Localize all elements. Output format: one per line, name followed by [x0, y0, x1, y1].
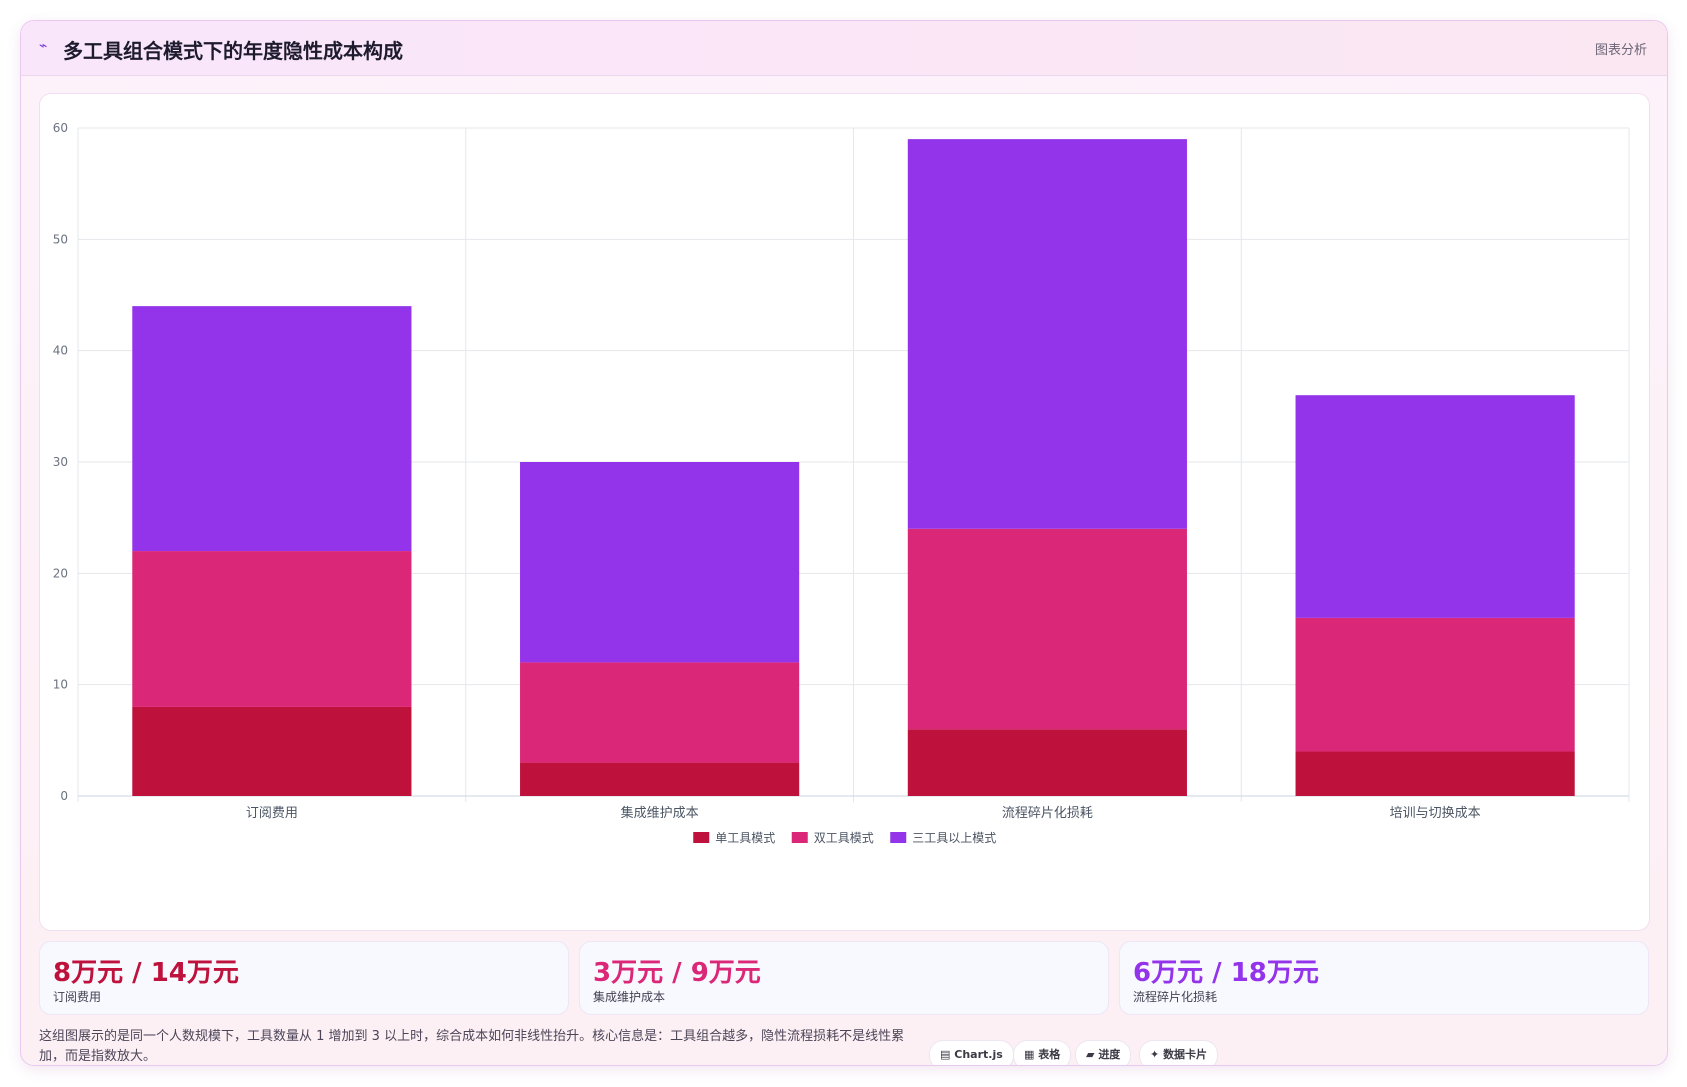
x-category-label: 培训与切换成本 — [1390, 805, 1481, 821]
stat-label: 集成维护成本 — [593, 990, 666, 1004]
chart-panel: 0 10 20 30 40 50 60 订阅费用 集成维护成本 流程碎片化损耗 培训与切换成本单工具… — [39, 93, 1650, 931]
stat-value: 3万元 / 9万元 — [593, 958, 761, 988]
y-tick-label: 30 — [53, 455, 68, 469]
card-header: ⌁ 多工具组合模式下的年度隐性成本构成 图表分析 — [21, 21, 1667, 76]
legend-swatch — [890, 832, 907, 843]
legend-swatch — [693, 832, 710, 843]
bar-segment — [907, 729, 1187, 796]
chip-label: 数据卡片 — [1163, 1048, 1208, 1061]
y-tick-label: 40 — [53, 344, 68, 358]
bar-segment — [132, 306, 412, 552]
chip-table[interactable]: ▦ 表格 — [1013, 1040, 1072, 1065]
stat-value: 6万元 / 18万元 — [1133, 958, 1319, 988]
table-icon: ▦ — [1024, 1048, 1035, 1061]
stat-card-fragmentation: 6万元 / 18万元 流程碎片化损耗 — [1119, 941, 1649, 1015]
stat-card-integration: 3万元 / 9万元 集成维护成本 — [579, 941, 1109, 1015]
bar-segment — [520, 662, 800, 763]
legend-swatch — [791, 832, 808, 843]
chip-data-cards[interactable]: ✦ 数据卡片 — [1139, 1040, 1219, 1065]
chip-label: 进度 — [1098, 1048, 1121, 1061]
chart-line-icon: ⌁ — [39, 38, 48, 54]
y-tick-label: 20 — [53, 566, 68, 580]
chart-description: 这组图展示的是同一个人数规模下，工具数量从 1 增加到 3 以上时，综合成本如何… — [39, 1029, 905, 1064]
y-tick-label: 10 — [53, 678, 68, 692]
chart-analysis-badge: 图表分析 — [1594, 43, 1647, 58]
stat-label: 订阅费用 — [53, 990, 102, 1004]
y-tick-label: 60 — [53, 121, 68, 135]
chip-label: Chart.js — [954, 1048, 1003, 1061]
bar-segment — [1295, 617, 1575, 752]
bar-segment — [132, 551, 412, 707]
x-category-label: 集成维护成本 — [621, 805, 699, 821]
stat-label: 流程碎片化损耗 — [1133, 990, 1218, 1004]
stat-value: 8万元 / 14万元 — [53, 958, 239, 988]
bar-segment — [1295, 395, 1575, 618]
bar-segment — [907, 139, 1187, 529]
bar-segment — [132, 706, 412, 796]
chip-label: 表格 — [1038, 1048, 1061, 1061]
sparkle-icon: ✦ — [1150, 1048, 1160, 1061]
x-category-label: 流程碎片化损耗 — [1002, 806, 1093, 821]
x-category-label: 订阅费用 — [246, 806, 298, 821]
progress-icon: ▰ — [1086, 1048, 1095, 1061]
bar-segment — [1295, 751, 1575, 796]
stat-card-subscription: 8万元 / 14万元 订阅费用 — [39, 941, 569, 1015]
bar-segment — [520, 762, 800, 796]
y-tick-label: 0 — [60, 789, 68, 803]
stacked-bar-chart: 0 10 20 30 40 50 60 订阅费用 集成维护成本 流程碎片化损耗 培训与切换成本单工具… — [53, 121, 1630, 845]
y-tick-label: 50 — [53, 232, 68, 246]
bar-segment — [520, 462, 800, 663]
legend-label: 三工具以上模式 — [912, 831, 996, 845]
legend-label: 双工具模式 — [814, 831, 874, 845]
chart-card: ⌁ 多工具组合模式下的年度隐性成本构成 图表分析 0 10 20 30 40 50 60 订阅… — [20, 20, 1668, 1066]
bar-segment — [907, 528, 1187, 730]
chartjs-icon: ▤ — [940, 1048, 951, 1061]
chip-progress[interactable]: ▰ 进度 — [1075, 1040, 1132, 1065]
card-title: 多工具组合模式下的年度隐性成本构成 — [63, 39, 403, 63]
chip-chartjs[interactable]: ▤ Chart.js — [929, 1040, 1014, 1065]
legend-label: 单工具模式 — [715, 831, 775, 845]
